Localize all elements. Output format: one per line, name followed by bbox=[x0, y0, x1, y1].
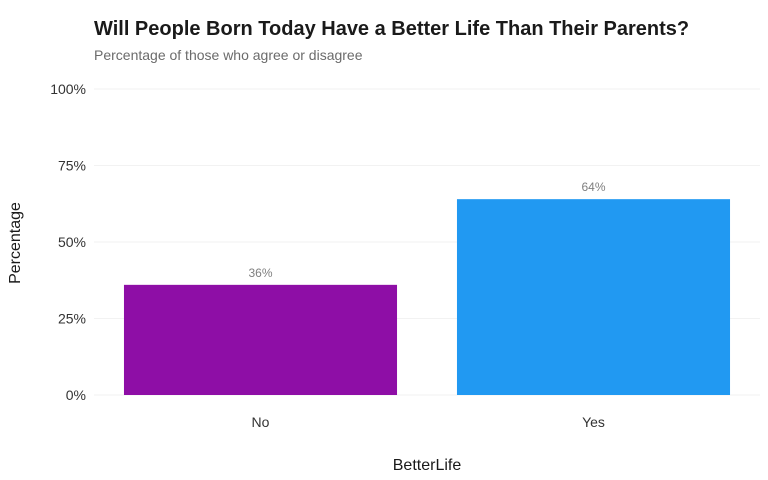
x-tick-label: Yes bbox=[582, 414, 605, 430]
data-labels: 36% 64% bbox=[248, 180, 605, 280]
x-tick-label: No bbox=[252, 414, 270, 430]
x-axis-title: BetterLife bbox=[393, 457, 462, 474]
data-label-yes: 64% bbox=[581, 180, 605, 194]
y-tick-label: 75% bbox=[58, 158, 86, 174]
y-axis-ticks: 0% 25% 50% 75% 100% bbox=[50, 81, 86, 403]
y-tick-label: 25% bbox=[58, 311, 86, 327]
data-label-no: 36% bbox=[248, 266, 272, 280]
y-tick-label: 0% bbox=[66, 387, 86, 403]
bars bbox=[123, 199, 731, 395]
bar-no bbox=[123, 284, 398, 395]
y-axis-title: Percentage bbox=[7, 202, 24, 284]
y-tick-label: 50% bbox=[58, 234, 86, 250]
y-tick-label: 100% bbox=[50, 81, 86, 97]
chart-title: Will People Born Today Have a Better Lif… bbox=[94, 18, 689, 40]
chart-subtitle: Percentage of those who agree or disagre… bbox=[94, 47, 363, 63]
bar-yes bbox=[456, 199, 731, 395]
x-axis-ticks: No Yes bbox=[252, 414, 605, 430]
